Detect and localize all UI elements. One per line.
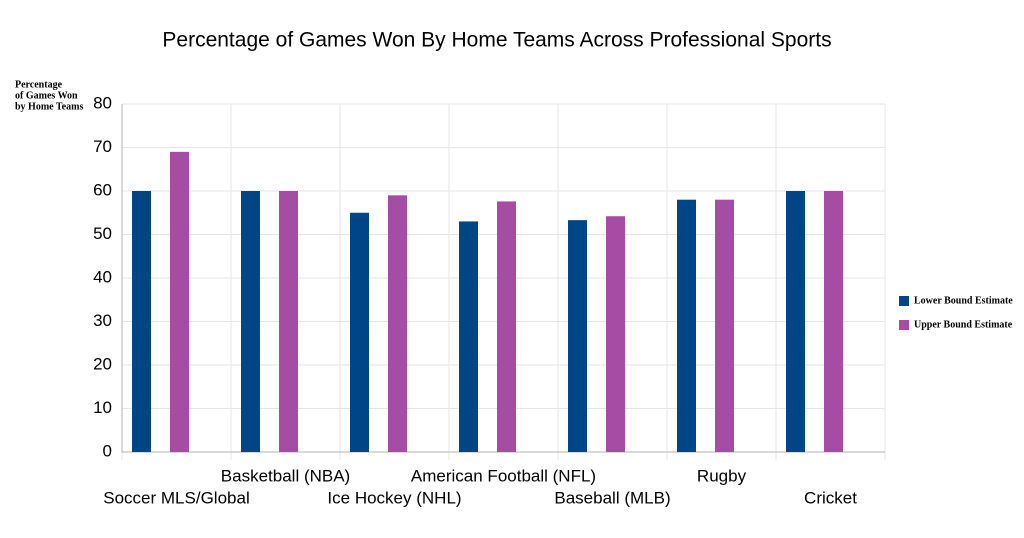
bar	[606, 216, 625, 452]
y-tick-label: 80	[93, 93, 112, 112]
legend-label: Lower Bound Estimate	[914, 295, 1013, 306]
y-tick-label: 70	[93, 137, 112, 156]
y-tick-label: 10	[93, 398, 112, 417]
bar	[824, 191, 843, 452]
y-axis-title: Percentage	[15, 79, 63, 90]
bar	[677, 199, 696, 452]
x-tick-label: Baseball (MLB)	[554, 488, 670, 507]
bar	[497, 201, 516, 452]
x-tick-label: Basketball (NBA)	[221, 466, 350, 485]
bar	[459, 221, 478, 452]
bar	[568, 220, 587, 452]
y-axis-title: by Home Teams	[15, 101, 83, 112]
y-tick-label: 20	[93, 354, 112, 373]
legend-label: Upper Bound Estimate	[914, 319, 1013, 330]
bar	[279, 191, 298, 452]
legend-swatch	[899, 296, 909, 306]
x-tick-label: Soccer MLS/Global	[103, 488, 249, 507]
bar	[170, 151, 189, 452]
y-tick-label: 50	[93, 224, 112, 243]
bar	[350, 212, 369, 452]
x-tick-label: Cricket	[804, 488, 857, 507]
bar	[388, 195, 407, 452]
x-tick-label: Rugby	[697, 466, 747, 485]
y-axis-title: of Games Won	[15, 90, 78, 101]
y-tick-label: 0	[103, 441, 112, 460]
y-tick-label: 40	[93, 267, 112, 286]
chart-title: Percentage of Games Won By Home Teams Ac…	[162, 29, 831, 52]
bar	[786, 191, 805, 452]
x-tick-label: American Football (NFL)	[411, 466, 596, 485]
bar	[241, 191, 260, 452]
bar	[132, 191, 151, 452]
y-tick-label: 60	[93, 180, 112, 199]
bar	[715, 199, 734, 452]
legend-swatch	[899, 320, 909, 330]
y-tick-label: 30	[93, 311, 112, 330]
x-tick-label: Ice Hockey (NHL)	[327, 488, 461, 507]
